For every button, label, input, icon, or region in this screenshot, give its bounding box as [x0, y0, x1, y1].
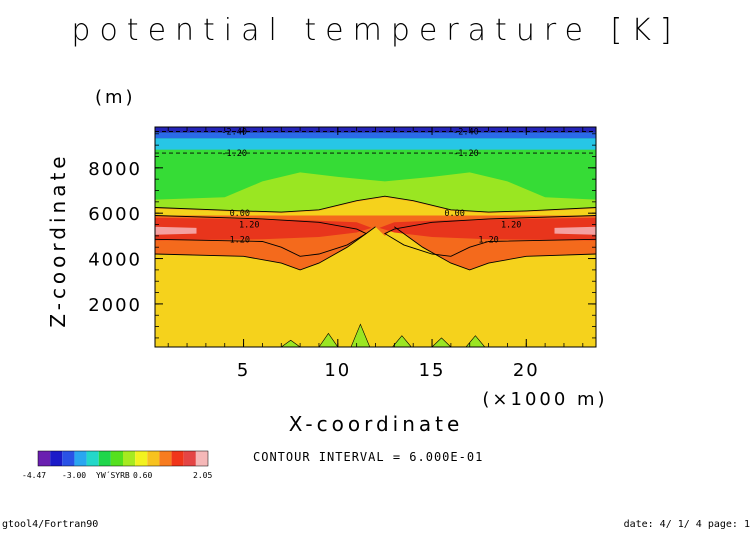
contour-label-1: -2.40 [221, 128, 247, 138]
x-tick-label-2: 10 [324, 360, 351, 381]
x-tick-label-4: 20 [513, 360, 540, 381]
fill-pink-right [554, 226, 596, 235]
contour-label-7: 1.20 [239, 221, 259, 231]
colorbar: -4.47 -3.00 YW´SYRB 0.60 2.05 [22, 450, 212, 480]
contour-line-zero [154, 195, 597, 213]
colorbar-swatch-13 [183, 451, 196, 466]
contour-line-1.2-left [154, 215, 368, 257]
colorbar-swatch-4 [74, 451, 87, 466]
chart-title: potential temperature [K] [71, 13, 680, 48]
contour-label-5: 0.00 [230, 209, 250, 219]
y-axis-unit: (m) [95, 87, 136, 108]
contour-label-10: 1.20 [478, 235, 498, 245]
colorbar-swatch-3 [62, 451, 75, 466]
fill-red-core-left [155, 217, 372, 241]
colorbar-swatch-1 [38, 451, 51, 466]
y-tick-label-2: 4000 [88, 250, 142, 271]
contour-line-0.6-left [154, 226, 376, 271]
colorbar-swatch-7 [110, 451, 123, 466]
y-tick-label-3: 6000 [88, 204, 142, 225]
contour-label-6: 0.00 [444, 209, 464, 219]
fill-pink-left [155, 226, 197, 235]
y-axis-label: Z-coordinate [46, 152, 70, 327]
x-axis-label: X-coordinate [289, 412, 464, 436]
contour-line-0.6-right [394, 226, 597, 271]
colorbar-tick-label-5: 2.05 [193, 471, 212, 480]
x-tick-label-3: 15 [419, 360, 446, 381]
colorbar-swatch-10 [147, 451, 160, 466]
footer-right: date: 4/ 1/ 4 page: 1 [624, 519, 750, 530]
contour-label-9: 1.20 [230, 235, 250, 245]
y-tick-label-1: 2000 [88, 295, 142, 316]
colorbar-swatch-2 [50, 451, 63, 466]
footer-left: gtool4/Fortran90 [2, 519, 98, 530]
fill-blue-band [155, 132, 596, 139]
contour-labels: -2.40 -2.40-1.20 -1.200.00 0.001.20 1.201.20… [221, 128, 521, 246]
colorbar-tick-label-2: -3.00 [62, 471, 86, 480]
contour-label-4: -1.20 [453, 149, 479, 159]
contour-label-3: -1.20 [221, 149, 247, 159]
colorbar-swatch-9 [135, 451, 148, 466]
fill-red-core-right [379, 217, 596, 241]
x-axis-unit: (×1000 m) [482, 389, 607, 410]
fill-cyan-band [155, 138, 596, 150]
y-tick-label-4: 8000 [88, 159, 142, 180]
plot-area [154, 127, 597, 348]
colorbar-swatch-14 [195, 451, 208, 466]
colorbar-swatch-5 [86, 451, 99, 466]
x-tick-label-1: 5 [237, 360, 250, 381]
colorbar-swatch-12 [171, 451, 184, 466]
contour-line-1.2-right [383, 215, 597, 257]
contour-interval-note: CONTOUR INTERVAL = 6.000E-01 [253, 450, 483, 464]
colorbar-tick-label-3: YW´SYRB [96, 470, 130, 480]
colorbar-swatch-6 [98, 451, 111, 466]
colorbar-tick-label-4: 0.60 [133, 471, 152, 480]
colorbar-swatch-8 [123, 451, 136, 466]
colorbar-tick-label-1: -4.47 [22, 471, 46, 480]
axes: 5 10 15 20 2000 4000 6000 8000 [88, 126, 597, 381]
contour-label-8: 1.20 [501, 221, 521, 231]
colorbar-frame [37, 450, 209, 467]
colorbar-swatch-11 [159, 451, 172, 466]
contour-label-2: -2.40 [453, 128, 479, 138]
